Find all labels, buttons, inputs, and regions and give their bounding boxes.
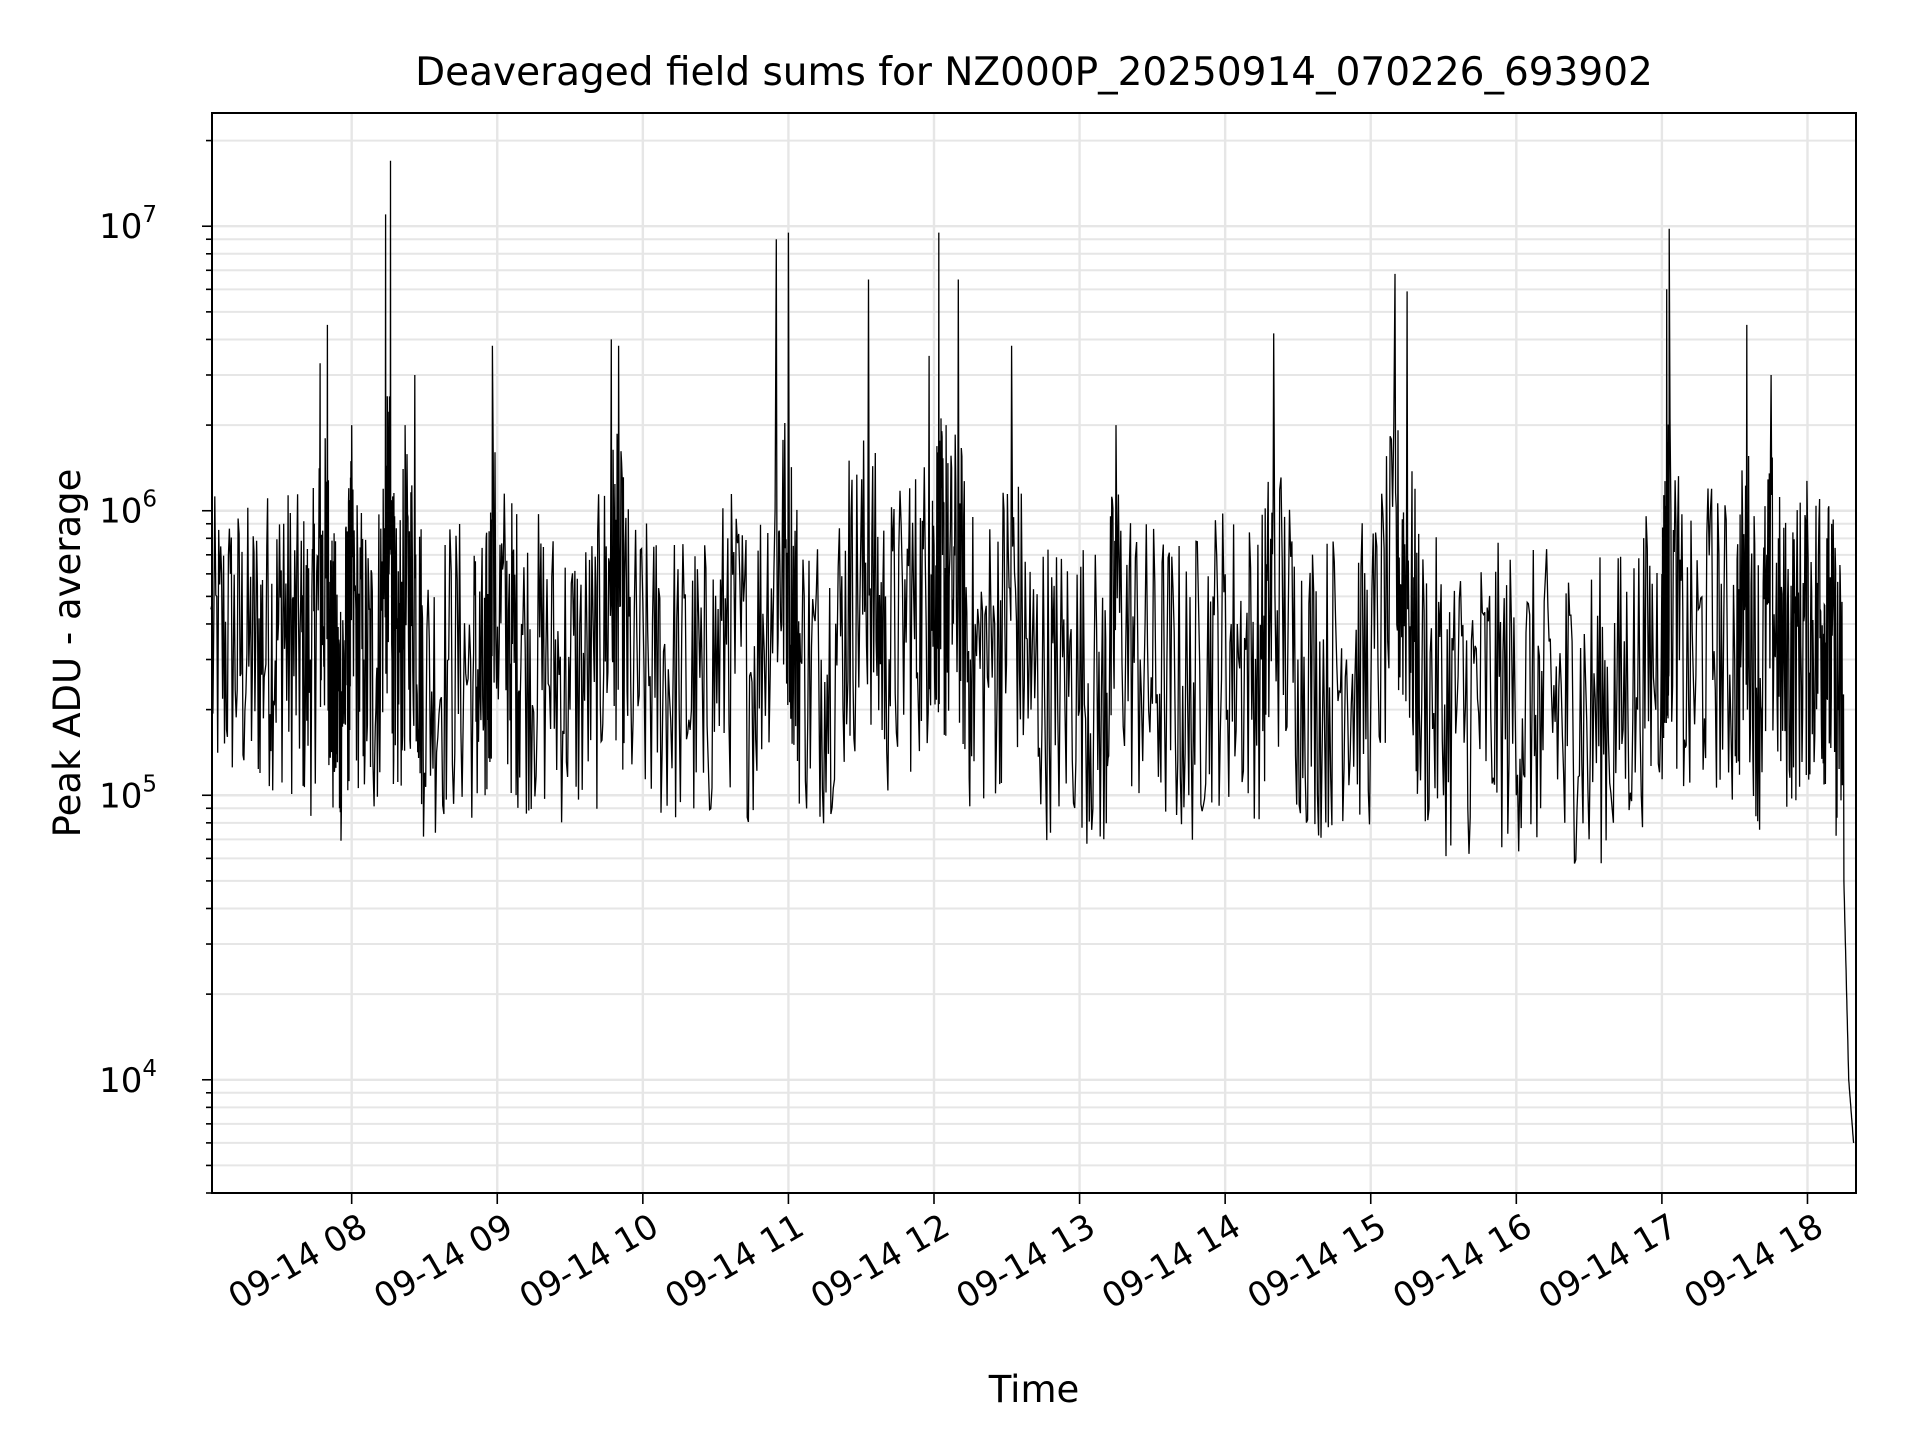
x-tick-label: 09-14 10 bbox=[513, 1206, 665, 1317]
chart-title: Deaveraged field sums for NZ000P_2025091… bbox=[415, 50, 1653, 95]
y-tick-label: 105 bbox=[99, 771, 157, 816]
x-tick-label: 09-14 08 bbox=[222, 1206, 374, 1317]
grid bbox=[212, 113, 1856, 1194]
x-tick-label: 09-14 12 bbox=[804, 1206, 956, 1317]
series-line bbox=[210, 160, 1855, 1143]
y-axis-ticks: 104 105 106 107 bbox=[99, 139, 212, 1194]
x-tick-label: 09-14 09 bbox=[367, 1206, 519, 1317]
y-tick-label: 104 bbox=[99, 1056, 157, 1101]
x-axis-label: Time bbox=[988, 1368, 1080, 1411]
series-layer bbox=[210, 160, 1855, 1143]
x-tick-label: 09-14 16 bbox=[1386, 1206, 1538, 1317]
x-tick-label: 09-14 11 bbox=[659, 1206, 811, 1317]
x-tick-label: 09-14 17 bbox=[1532, 1206, 1684, 1317]
x-tick-label: 09-14 18 bbox=[1678, 1206, 1830, 1317]
x-tick-label: 09-14 14 bbox=[1095, 1206, 1247, 1317]
plot-frame bbox=[211, 112, 1857, 1194]
y-tick-label: 107 bbox=[99, 202, 157, 247]
y-tick-label: 106 bbox=[99, 487, 157, 532]
x-tick-label: 09-14 13 bbox=[950, 1206, 1102, 1317]
y-axis-label: Peak ADU - average bbox=[46, 469, 89, 838]
x-tick-label: 09-14 15 bbox=[1241, 1206, 1393, 1317]
